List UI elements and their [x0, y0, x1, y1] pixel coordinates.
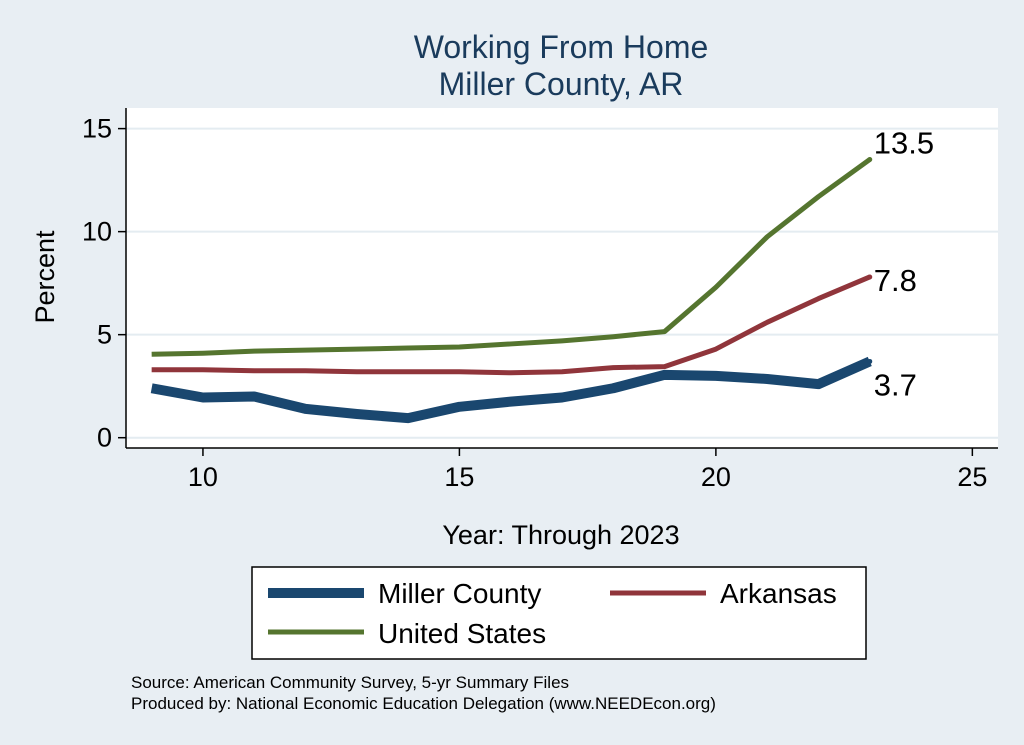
y-axis-title: Percent — [30, 230, 60, 324]
producer-note: Produced by: National Economic Education… — [131, 694, 716, 713]
series-end-point — [867, 274, 873, 280]
series-end-point — [867, 157, 873, 163]
y-tick-label: 15 — [82, 114, 112, 144]
end-value-label: 3.7 — [874, 367, 917, 402]
end-value-label: 13.5 — [874, 126, 934, 161]
end-value-label: 7.8 — [874, 263, 917, 298]
x-tick-label: 10 — [188, 462, 218, 492]
series-line-miller-county — [150, 356, 872, 424]
chart-title-line-1: Working From Home — [414, 29, 709, 65]
legend-label-arkansas: Arkansas — [720, 578, 837, 609]
x-axis-title: Year: Through 2023 — [442, 520, 679, 550]
axes: 0 5 10 15 10 15 20 25 — [82, 108, 998, 492]
y-tick-label: 0 — [97, 423, 112, 453]
legend-box — [251, 566, 867, 660]
legend-label-united-states: United States — [378, 618, 546, 649]
legend: Miller County Arkansas United States — [251, 566, 867, 660]
series-end-point — [867, 358, 873, 364]
series-line-united-states — [151, 157, 872, 357]
x-tick-label: 20 — [701, 462, 731, 492]
y-tick-label: 10 — [82, 217, 112, 247]
x-tick-label: 15 — [444, 462, 474, 492]
x-tick-label: 25 — [957, 462, 987, 492]
series-lines — [150, 157, 872, 424]
chart-title-line-2: Miller County, AR — [439, 66, 684, 102]
source-note: Source: American Community Survey, 5-yr … — [131, 673, 569, 692]
series-line-arkansas — [151, 274, 871, 376]
legend-label-miller-county: Miller County — [378, 578, 541, 609]
y-tick-label: 5 — [97, 320, 112, 350]
end-labels: 3.7 7.8 13.5 — [867, 126, 934, 402]
gridlines — [126, 127, 998, 439]
plot-area — [126, 108, 998, 448]
